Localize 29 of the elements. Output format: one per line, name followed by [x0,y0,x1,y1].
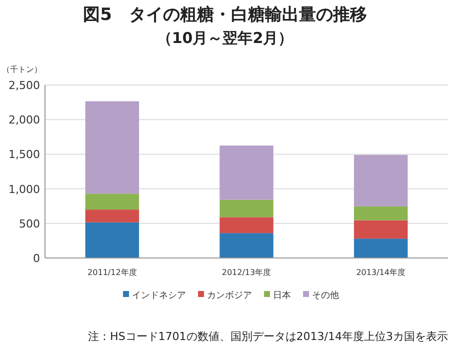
y-tick-label: 0 [33,252,40,265]
chart-subtitle: （10月～翌年2月） [156,29,294,47]
bar [354,220,408,239]
legend-label: 日本 [273,290,291,301]
x-tick-label: 2011/12年度 [88,268,137,277]
legend-label: カンボジア [207,290,252,301]
chart-title: 図5 タイの粗糖・白糖輸出量の推移 [83,5,367,25]
bar [354,238,408,258]
x-tick-label: 2012/13年度 [222,268,272,277]
legend-label: インドネシア [132,291,186,301]
bar [354,154,408,206]
bar [220,217,274,234]
bar [354,206,408,220]
text: 注：HSコード1701の数値、国別データは2013/14年度上位3カ国を表示 [88,330,448,343]
y-axis-title: （千トン） [2,65,42,74]
x-tick-label: 2013/14年度 [356,268,406,277]
y-tick-label: 500 [19,217,40,230]
y-tick-label: 2,000 [8,114,40,127]
y-tick-label: 1,000 [8,182,40,196]
y-tick-label: 2,500 [8,79,40,92]
bar [85,194,140,210]
y-tick-label: 1,500 [8,148,40,162]
bar [220,146,274,200]
bar [85,101,140,194]
bar [220,200,274,218]
bar [85,222,140,258]
bar [85,210,140,222]
bar [220,233,274,258]
legend-label: その他 [312,290,339,301]
